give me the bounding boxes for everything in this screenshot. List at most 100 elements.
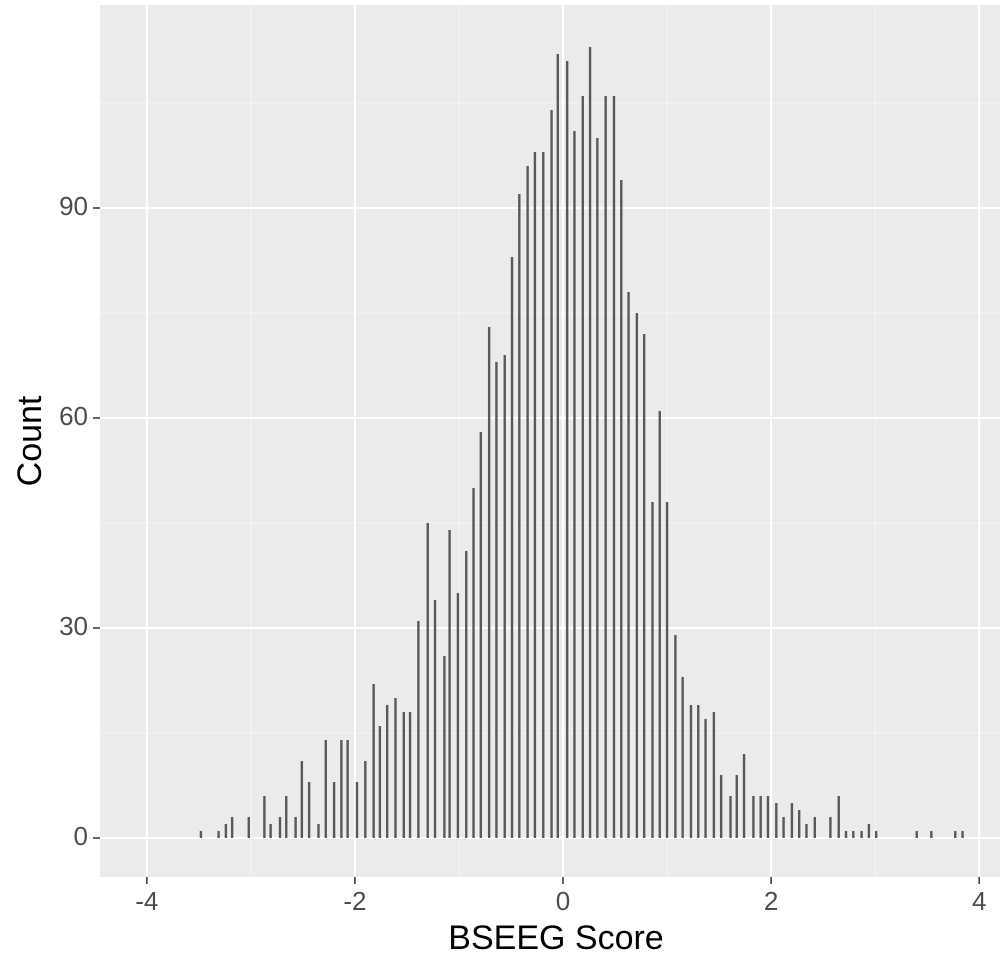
bar: [651, 502, 654, 839]
bar: [581, 96, 584, 839]
bar: [627, 292, 630, 839]
bar: [961, 831, 964, 839]
x-axis-title: BSEEG Score: [448, 919, 663, 957]
bar: [408, 712, 412, 839]
bar: [417, 621, 420, 839]
bar: [324, 740, 327, 839]
bar: [782, 817, 785, 839]
bar: [704, 719, 707, 839]
bar: [735, 775, 738, 839]
bar: [372, 684, 375, 839]
bar: [729, 796, 732, 839]
bar: [674, 635, 677, 839]
bar: [759, 796, 762, 839]
bar: [394, 698, 397, 839]
y-tick-label: 60: [59, 401, 88, 431]
bar: [837, 796, 840, 839]
bar: [689, 705, 693, 839]
bar: [612, 96, 616, 839]
bar: [790, 803, 794, 839]
bar: [518, 194, 521, 839]
x-tick-label: 0: [556, 886, 570, 916]
bar: [199, 831, 203, 839]
bar: [472, 488, 475, 839]
y-tick-label: 30: [59, 611, 88, 641]
bar: [604, 96, 607, 839]
bar: [658, 411, 661, 839]
bar: [742, 754, 746, 839]
bar: [510, 257, 514, 839]
bar: [340, 740, 343, 839]
bar: [867, 824, 871, 839]
bar: [443, 656, 446, 839]
bar: [556, 54, 560, 839]
bar: [797, 810, 801, 839]
bar: [620, 180, 623, 839]
bar: [465, 551, 468, 839]
bar: [719, 775, 723, 839]
bar: [294, 817, 297, 839]
bar: [860, 831, 863, 839]
bar: [665, 502, 669, 839]
bar: [355, 782, 359, 839]
bar: [588, 47, 592, 839]
bar: [456, 593, 460, 839]
bar: [317, 824, 320, 839]
bar: [217, 831, 220, 839]
bar: [874, 831, 878, 839]
bar: [285, 796, 288, 839]
bar: [332, 782, 336, 839]
x-tick-label: -4: [135, 886, 158, 916]
bar: [503, 355, 506, 839]
bar: [915, 831, 918, 839]
bar: [269, 824, 272, 839]
bar: [307, 782, 311, 839]
bar: [565, 61, 569, 839]
bar: [402, 712, 406, 839]
bar: [378, 726, 382, 839]
bar: [487, 327, 491, 839]
bar: [844, 831, 848, 839]
bar: [550, 110, 553, 839]
bar: [346, 740, 349, 839]
x-tick-label: 4: [972, 886, 986, 916]
bar: [635, 313, 639, 839]
bar: [426, 523, 429, 839]
y-tick-label: 0: [74, 821, 88, 851]
bar: [300, 761, 304, 839]
bar: [495, 362, 498, 839]
bar: [263, 796, 266, 839]
bar: [364, 761, 367, 839]
bar: [712, 712, 716, 839]
bar: [278, 817, 282, 839]
bar: [642, 334, 646, 839]
bar: [852, 831, 855, 839]
x-tick-label: 2: [764, 886, 778, 916]
bar: [954, 831, 957, 839]
bar: [573, 131, 576, 839]
bar: [813, 817, 816, 839]
bar: [533, 152, 537, 839]
x-tick-label: -2: [343, 886, 366, 916]
bar: [385, 705, 389, 839]
y-tick-label: 90: [59, 191, 88, 221]
bar: [930, 831, 933, 839]
bar: [479, 432, 483, 839]
bar: [433, 600, 437, 839]
bar: [247, 817, 250, 839]
bar: [596, 138, 599, 839]
bar: [697, 705, 700, 839]
bar: [542, 152, 545, 839]
bar: [224, 824, 228, 839]
bar: [681, 677, 684, 839]
bar: [775, 803, 778, 839]
bar: [829, 817, 832, 839]
bar: [766, 796, 770, 839]
bar: [448, 530, 451, 839]
bar: [805, 824, 808, 839]
panel: [100, 5, 1000, 877]
y-axis-title: Count: [11, 395, 49, 486]
bar: [526, 166, 529, 839]
bar: [752, 796, 755, 839]
